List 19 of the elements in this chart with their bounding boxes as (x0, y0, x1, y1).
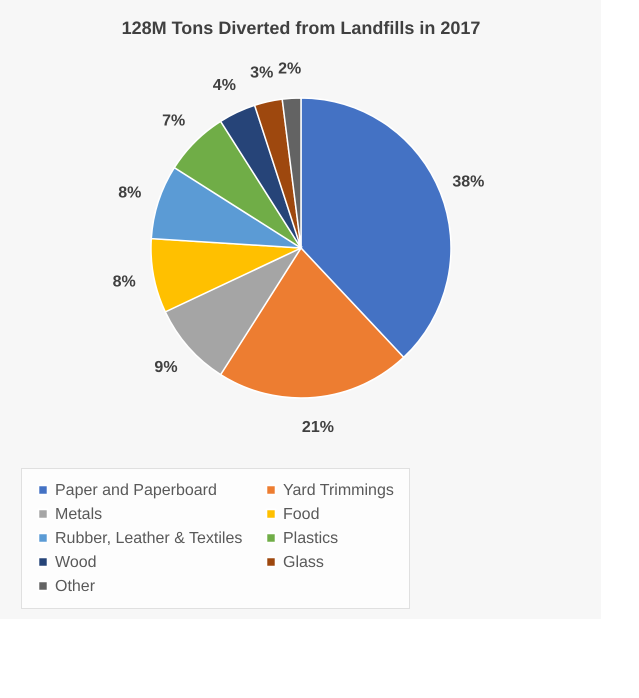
data-label: 4% (212, 77, 236, 94)
legend-label: Glass (283, 554, 324, 571)
legend-label: Rubber, Leather & Textiles (55, 530, 242, 547)
data-label: 2% (278, 60, 302, 78)
legend-label: Plastics (283, 530, 338, 547)
legend-label: Yard Trimmings (283, 482, 394, 499)
legend-label: Wood (55, 554, 97, 571)
data-label: 9% (154, 359, 178, 376)
chart-title: 128M Tons Diverted from Landfills in 2017 (122, 18, 480, 38)
data-label: 3% (250, 64, 274, 82)
data-label: 38% (452, 174, 484, 191)
data-label: 8% (112, 274, 136, 291)
data-label: 8% (118, 184, 142, 202)
legend-label: Metals (55, 506, 102, 523)
data-label: 7% (162, 112, 186, 130)
legend-label: Paper and Paperboard (55, 482, 217, 499)
legend-label: Food (283, 506, 320, 523)
data-label: 21% (302, 419, 334, 436)
legend-label: Other (55, 578, 96, 595)
